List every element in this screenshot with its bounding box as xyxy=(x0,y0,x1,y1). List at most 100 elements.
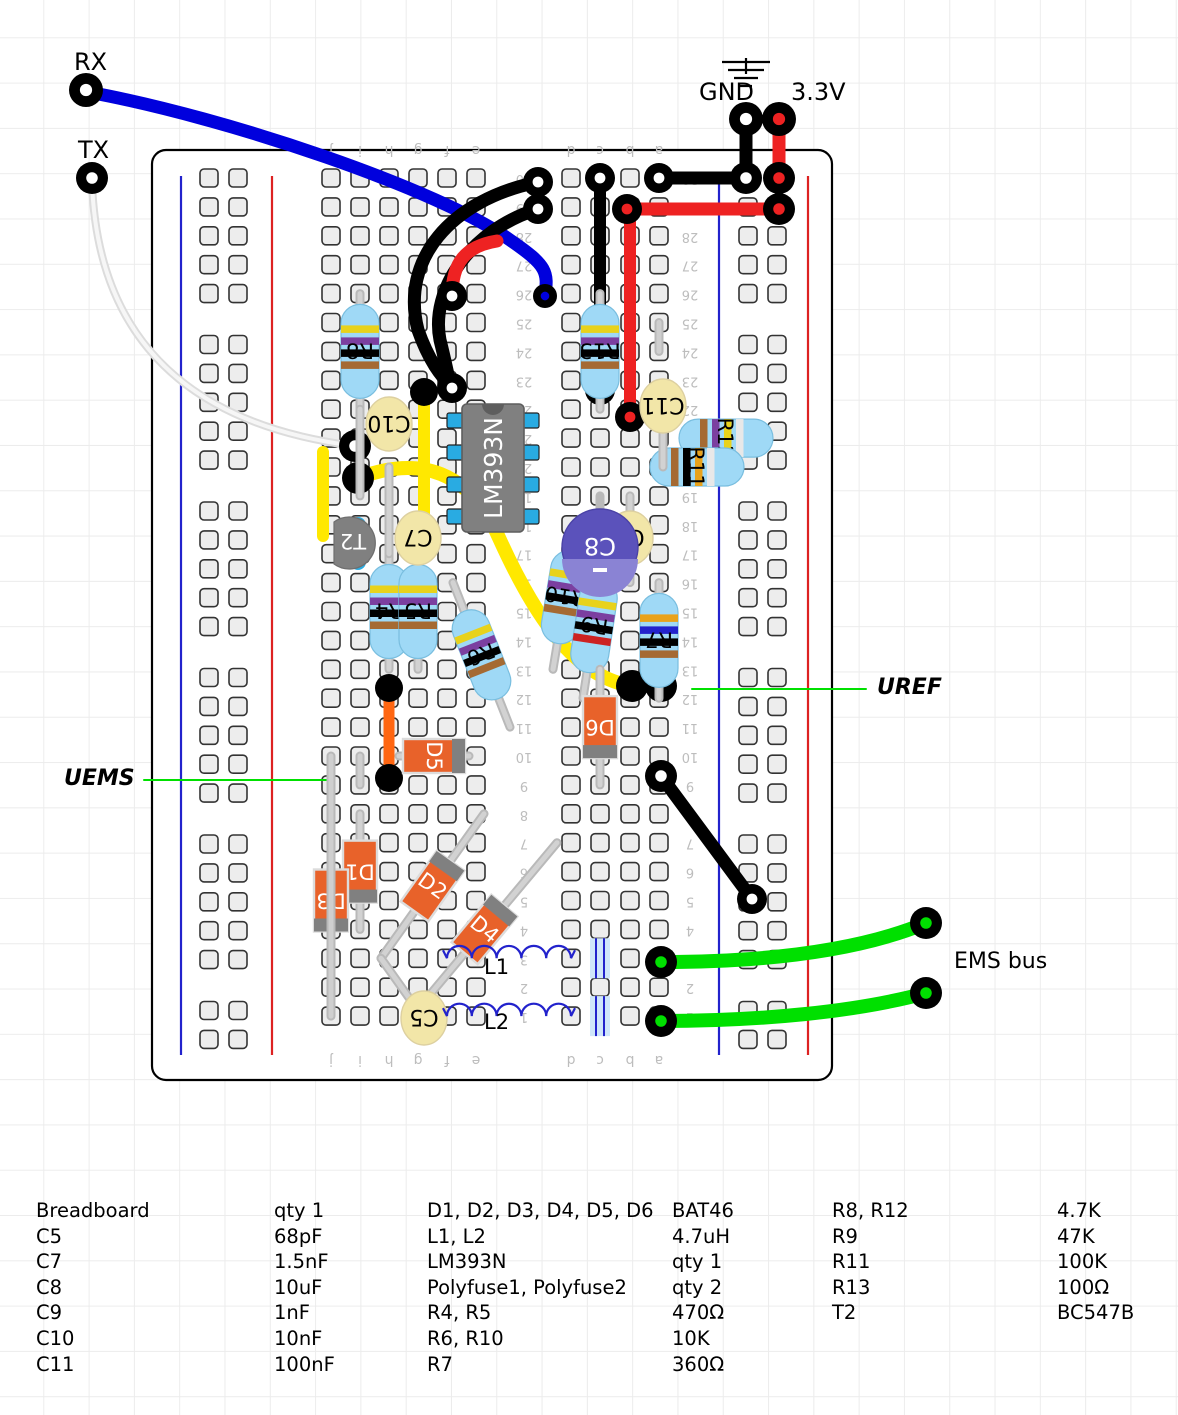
parts-list-cell-c1: C7 xyxy=(36,1250,63,1274)
wire-green-ems-1 xyxy=(654,916,933,969)
svg-text:T2: T2 xyxy=(340,529,367,553)
svg-text:D1: D1 xyxy=(345,860,375,884)
svg-text:R13: R13 xyxy=(579,338,620,362)
parts-list-cell-c3: R7 xyxy=(427,1352,453,1376)
parts-list-row: C11 100nF R7 360Ω xyxy=(0,1352,1134,1378)
parts-list-cell-c2: 1.5nF xyxy=(274,1250,329,1274)
terminal-label-rx: RX xyxy=(74,48,108,76)
terminal-label-gnd: GND xyxy=(699,78,755,106)
svg-text:LM393N: LM393N xyxy=(479,417,508,519)
svg-text:h: h xyxy=(385,1052,394,1068)
resistor-r11: R11 xyxy=(649,446,745,488)
inductor-l2 xyxy=(442,1002,576,1017)
svg-text:16: 16 xyxy=(682,576,699,591)
parts-list-cell-c5: R8, R12 xyxy=(832,1199,909,1222)
inductor-label-l2: L2 xyxy=(484,1010,510,1034)
svg-text:19: 19 xyxy=(682,489,699,504)
parts-list-cell-c5 xyxy=(832,1326,1057,1352)
svg-text:3: 3 xyxy=(520,951,528,966)
parts-list-cell-c6: BC547B xyxy=(1057,1301,1135,1325)
ems-bus-label: EMS bus xyxy=(954,949,1048,974)
parts-list-cell-c5: T2 xyxy=(832,1301,857,1325)
parts-list-cell-c6: 100K xyxy=(1057,1250,1108,1274)
parts-list-cell-c6: 100Ω xyxy=(1057,1275,1110,1299)
svg-text:5: 5 xyxy=(686,894,694,909)
svg-text:26: 26 xyxy=(516,287,533,302)
svg-text:25: 25 xyxy=(682,316,699,331)
svg-text:f: f xyxy=(443,142,449,158)
svg-text:a: a xyxy=(655,1052,664,1068)
svg-text:10: 10 xyxy=(682,749,699,764)
parts-list-cell-c4: qty 1 xyxy=(672,1250,723,1274)
capacitor-c11: C11 xyxy=(639,378,687,472)
wire-rx-blue xyxy=(81,85,553,303)
svg-text:28: 28 xyxy=(682,229,699,244)
parts-list-cell-c4: 470Ω xyxy=(672,1301,725,1325)
svg-text:7: 7 xyxy=(520,836,528,851)
svg-text:23: 23 xyxy=(516,373,533,388)
parts-list: Breadboard qty 1 D1, D2, D3, D4, D5, D6 BAT… xyxy=(0,1198,1178,1377)
svg-text:g: g xyxy=(414,1052,423,1068)
svg-text:R4: R4 xyxy=(375,599,403,623)
svg-text:4: 4 xyxy=(686,922,694,937)
wire-black-arc-1 xyxy=(407,175,545,395)
parts-list-cell-c1: C9 xyxy=(36,1301,63,1325)
parts-list-cell-c3: LM393N xyxy=(427,1250,507,1274)
svg-text:4: 4 xyxy=(520,922,528,937)
svg-text:12: 12 xyxy=(682,691,699,706)
parts-list-cell-c6: 4.7K xyxy=(1057,1199,1101,1222)
svg-text:j: j xyxy=(329,1052,334,1068)
capacitor-c10: C10 xyxy=(355,396,413,501)
terminal-label-33v: 3.3V xyxy=(791,78,846,106)
inductor-l1 xyxy=(442,944,576,959)
parts-list-row: C7 1.5nF LM393N qty 1 R11 100K xyxy=(0,1249,1134,1275)
parts-list-row: C8 10uF Polyfuse1, Polyfuse2 qty 2 R13 100Ω xyxy=(0,1275,1134,1301)
parts-list-cell-c4: 10K xyxy=(672,1326,710,1350)
diode-d5: D5 xyxy=(394,737,474,775)
svg-text:g: g xyxy=(414,142,423,158)
svg-text:a: a xyxy=(655,142,664,158)
svg-text:12: 12 xyxy=(516,691,533,706)
svg-text:c: c xyxy=(596,142,604,158)
capacitor-c8: C8 xyxy=(561,491,639,597)
svg-text:R9: R9 xyxy=(579,611,610,639)
svg-text:C5: C5 xyxy=(409,1004,438,1029)
svg-text:17: 17 xyxy=(516,547,533,562)
svg-text:b: b xyxy=(625,1052,634,1068)
svg-text:D6: D6 xyxy=(585,715,615,739)
svg-text:e: e xyxy=(472,142,481,158)
svg-text:9: 9 xyxy=(520,778,528,793)
parts-list-cell-c4: 4.7uH xyxy=(672,1224,731,1248)
wire-black-diagonal xyxy=(654,769,759,906)
ic-lm393n: LM393N xyxy=(446,403,540,533)
transistor-t2: T2 xyxy=(333,516,376,570)
svg-text:15: 15 xyxy=(682,605,699,620)
capacitor-c7: C7 xyxy=(384,462,442,566)
parts-list-cell-c3: R6, R10 xyxy=(427,1326,504,1350)
wire-green-ems-2 xyxy=(654,986,933,1028)
net-label-uref: UREF xyxy=(877,675,942,700)
parts-list-cell-c6 xyxy=(1057,1326,1134,1352)
inductor-label-l1: L1 xyxy=(484,955,510,979)
svg-text:1: 1 xyxy=(520,1009,528,1024)
svg-text:11: 11 xyxy=(516,720,533,735)
svg-text:6: 6 xyxy=(520,865,528,880)
diode-d2: D2 xyxy=(376,809,489,963)
parts-list-cell-c1: C8 xyxy=(36,1275,63,1299)
diode-d4: D4 xyxy=(407,838,562,1021)
parts-list-cell-c1: C10 xyxy=(36,1326,75,1350)
svg-text:2: 2 xyxy=(520,980,528,995)
parts-list-table: Breadboard qty 1 D1, D2, D3, D4, D5, D6 BAT… xyxy=(0,1198,1134,1377)
resistor-r6: R6 xyxy=(448,578,515,732)
svg-text:C8: C8 xyxy=(584,532,616,560)
resistor-r8: R8 xyxy=(340,289,380,414)
parts-list-cell-c4: BAT46 xyxy=(672,1199,734,1222)
svg-text:18: 18 xyxy=(682,518,699,533)
svg-text:24: 24 xyxy=(516,344,533,359)
svg-text:14: 14 xyxy=(516,633,533,648)
parts-list-cell-c3: R4, R5 xyxy=(427,1301,492,1325)
svg-text:8: 8 xyxy=(520,807,528,822)
parts-list-cell-c5: R11 xyxy=(832,1250,871,1274)
